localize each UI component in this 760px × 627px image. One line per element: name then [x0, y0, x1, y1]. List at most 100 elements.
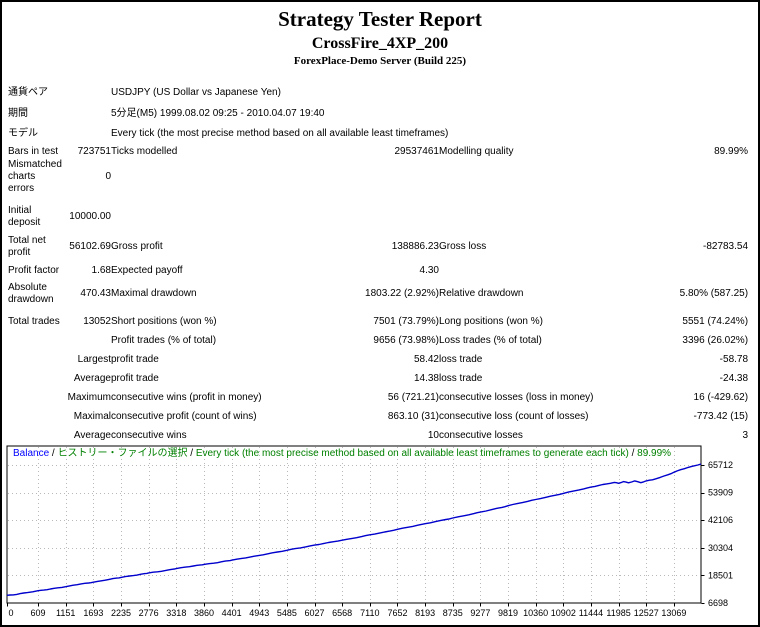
table-row: Initial deposit 10000.00: [8, 203, 748, 231]
info-value: USDJPY (US Dollar vs Japanese Yen): [111, 86, 281, 98]
stat-value: 0: [105, 171, 111, 182]
stat-label: Expected payoff: [111, 264, 183, 276]
x-axis-label: 4943: [249, 608, 269, 618]
table-row: Absolute drawdown 470.43 Maximal drawdown 1…: [8, 280, 748, 308]
y-axis-label: 30304: [708, 543, 733, 553]
empty-cell: [111, 159, 349, 195]
empty-cell: [111, 203, 349, 231]
stat-value: 3396 (26.02%): [682, 334, 749, 346]
table-row: Average profit trade 14.38 loss trade -24.38: [8, 369, 748, 388]
stat-value: 13052: [83, 315, 111, 327]
chart-legend-segment: ヒストリー・ファイルの選択: [57, 448, 188, 459]
table-row: Maximal consecutive profit (count of wins…: [8, 407, 748, 426]
stat-label: consecutive profit (count of wins): [111, 410, 257, 422]
stat-label: loss trade: [439, 372, 483, 384]
chart-legend: Balance / ヒストリー・ファイルの選択 / Every tick (th…: [13, 448, 671, 459]
stat-value: 1803.22 (2.92%): [365, 288, 439, 299]
stat-label: consecutive losses (loss in money): [439, 391, 594, 403]
x-axis-label: 9819: [498, 608, 518, 618]
info-label: 通貨ペア: [8, 86, 48, 98]
x-axis-label: 3860: [194, 608, 214, 618]
y-axis-label: 65712: [708, 460, 733, 470]
table-row: Mismatched charts errors 0: [8, 159, 748, 195]
stat-value: Largest: [77, 353, 111, 365]
x-axis-label: 4401: [222, 608, 242, 618]
info-label: 期間: [8, 107, 28, 119]
stat-value: 4.30: [419, 264, 439, 276]
x-axis-label: 7652: [387, 608, 407, 618]
stat-value: 10000.00: [69, 211, 111, 222]
spacer-row: [8, 195, 748, 203]
info-value: 5分足(M5) 1999.08.02 09:25 - 2010.04.07 19…: [111, 107, 325, 119]
stat-value: 5.80% (587.25): [679, 288, 749, 299]
x-axis-label: 9277: [470, 608, 490, 618]
x-axis-label: 12527: [634, 608, 659, 618]
balance-chart-canvas: 0 609 1151 1693 2235 2776 3318 3860 4401 4943 5485…: [6, 445, 733, 618]
stat-label: Modelling quality: [439, 145, 514, 157]
info-value: Every tick (the most precise method base…: [111, 128, 449, 139]
stat-value: 723751: [77, 145, 111, 157]
x-axis-label: 6027: [305, 608, 325, 618]
stat-label: Total trades: [8, 315, 60, 327]
stat-label: Relative drawdown: [439, 288, 524, 299]
table-row: 通貨ペア USDJPY (US Dollar vs Japanese Yen): [8, 82, 748, 103]
stat-label: Absolute drawdown: [8, 282, 54, 305]
chart-legend-segment: 89.99%: [637, 448, 672, 459]
empty-cell: [64, 331, 111, 350]
stat-label: Short positions (won %): [111, 315, 217, 327]
stat-value: -24.38: [719, 372, 749, 384]
x-axis-label: 5485: [277, 608, 297, 618]
empty-cell: [625, 203, 748, 231]
stat-value: 58.42: [413, 353, 439, 365]
balance-chart: Balance / ヒストリー・ファイルの選択 / Every tick (th…: [6, 445, 758, 625]
stat-label: Mismatched charts errors: [8, 159, 62, 194]
stat-label: Long positions (won %): [439, 315, 543, 327]
x-axis-label: 10902: [551, 608, 576, 618]
chart-legend-segment: Every tick (the most precise method base…: [195, 448, 629, 459]
empty-cell: [349, 159, 439, 195]
server-name: ForexPlace-Demo Server (Build 225): [293, 55, 467, 67]
stat-label: consecutive loss (count of losses): [439, 410, 589, 422]
table-row: Maximum consecutive wins (profit in money…: [8, 388, 748, 407]
chart-legend-segment: /: [49, 448, 58, 459]
info-label: モデル: [8, 128, 38, 139]
expert-name: CrossFire_4XP_200: [311, 35, 449, 52]
stat-value: Average: [73, 372, 111, 384]
x-axis-label: 1151: [56, 608, 75, 618]
report-header: Strategy Tester Report CrossFire_4XP_200…: [2, 5, 758, 67]
stat-value: 1.68: [91, 264, 111, 276]
stat-label: Initial deposit: [8, 205, 41, 228]
empty-cell: [439, 159, 625, 195]
x-axis-label: 1693: [83, 608, 103, 618]
chart-legend-segment: /: [187, 448, 196, 459]
empty-cell: [8, 388, 64, 407]
page-title: Strategy Tester Report: [278, 7, 482, 31]
stat-value: 29537461: [394, 145, 440, 157]
x-axis-label: 7110: [360, 608, 379, 618]
spacer-cell: [8, 195, 748, 203]
stat-value: 5551 (74.24%): [682, 315, 749, 327]
report-table: 通貨ペア USDJPY (US Dollar vs Japanese Yen) 期間…: [8, 82, 748, 445]
x-axis-label: 0: [8, 608, 13, 618]
x-axis-label: 13069: [661, 608, 686, 618]
empty-cell: [64, 103, 111, 124]
balance-line: [6, 463, 702, 596]
empty-cell: [8, 407, 64, 426]
x-axis-label: 2776: [139, 608, 159, 618]
table-row: Total net profit 56102.69 Gross profit 1388…: [8, 233, 748, 261]
stat-label: Profit factor: [8, 264, 60, 276]
chart-legend-segment: /: [628, 448, 638, 459]
stat-value: 89.99%: [714, 145, 749, 157]
y-axis-label: 18501: [708, 570, 733, 580]
empty-cell: [439, 203, 625, 231]
stat-label: Maximal drawdown: [111, 288, 197, 299]
table-row: Total trades 13052 Short positions (won %)…: [8, 312, 748, 331]
stat-value: 7501 (73.79%): [373, 315, 439, 327]
table-row: モデル Every tick (the most precise method b…: [8, 124, 748, 144]
stat-label: Total net profit: [8, 235, 46, 258]
stat-value: 14.38: [413, 372, 439, 384]
table-row: Profit factor 1.68 Expected payoff 4.30: [8, 261, 748, 280]
stat-value: Maximal: [73, 410, 111, 422]
stat-label: Gross profit: [111, 241, 163, 252]
stat-label: consecutive wins (profit in money): [111, 391, 262, 403]
